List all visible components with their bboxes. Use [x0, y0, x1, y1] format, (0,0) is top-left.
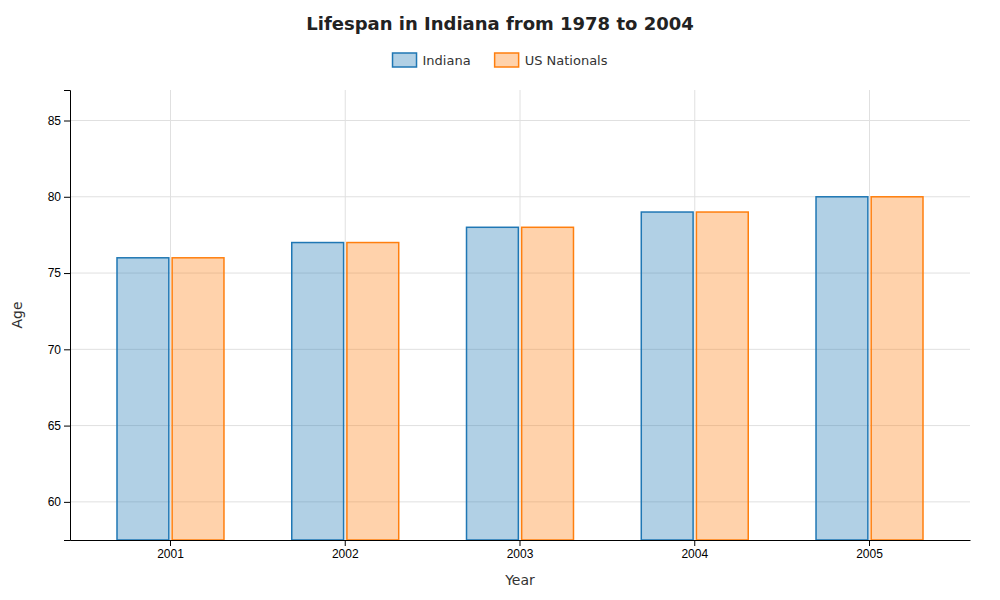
tick-mark: [520, 540, 521, 546]
tick-mark: [694, 540, 695, 546]
tick-label: 75: [48, 266, 62, 280]
bar: [117, 258, 169, 540]
tick-label: 80: [48, 190, 62, 204]
tick-label: 2002: [332, 547, 359, 561]
bar: [522, 227, 574, 540]
grid-line: [869, 90, 870, 540]
plot: 2001 2002 2003 2004 2005 60 65 70 75 80 85: [48, 90, 971, 561]
x-axis-title: Year: [504, 572, 535, 588]
tick-label: 70: [48, 343, 62, 357]
tick: 2002: [332, 540, 359, 561]
tick-mark: [64, 502, 70, 503]
legend-label: US Nationals: [525, 53, 608, 68]
legend-label: Indiana: [423, 53, 471, 68]
axis-line: [64, 91, 71, 541]
tick: 2003: [507, 540, 534, 561]
bars: [117, 197, 923, 540]
tick: 80: [48, 190, 70, 204]
bar: [871, 197, 923, 540]
tick: 2005: [856, 540, 883, 561]
chart: 2001 2002 2003 2004 2005 60 65 70 75 80 85 Year Age L…: [0, 0, 1000, 600]
bar: [172, 258, 224, 540]
grid-line: [170, 90, 171, 540]
tick-label: 60: [48, 495, 62, 509]
tick-label: 65: [48, 419, 62, 433]
series: [172, 197, 923, 540]
bar: [696, 212, 748, 540]
legend-item: Indiana: [393, 53, 471, 68]
tick-mark: [64, 197, 70, 198]
grid-line: [694, 90, 695, 540]
grid: [70, 90, 970, 540]
tick: 75: [48, 266, 70, 280]
tick-mark: [64, 121, 70, 122]
tick-mark: [64, 273, 70, 274]
tick: 2001: [157, 540, 184, 561]
x-axis: 2001 2002 2003 2004 2005: [71, 540, 971, 561]
tick: 85: [48, 114, 70, 128]
bar: [467, 227, 519, 540]
tick-label: 2003: [507, 547, 534, 561]
tick-label: 2001: [157, 547, 184, 561]
tick-mark: [64, 426, 70, 427]
legend: Indiana US Nationals: [393, 53, 608, 68]
y-axis-title: Age: [9, 301, 25, 328]
tick: 65: [48, 419, 70, 433]
tick-label: 2005: [856, 547, 883, 561]
bar: [347, 243, 399, 540]
tick-label: 2004: [681, 547, 708, 561]
bar: [816, 197, 868, 540]
legend-swatch: [393, 53, 417, 67]
y-axis: 60 65 70 75 80 85: [48, 91, 71, 541]
tick-mark: [345, 540, 346, 546]
grid-line: [520, 90, 521, 540]
tick-mark: [64, 349, 70, 350]
tick: 60: [48, 495, 70, 509]
series: [117, 197, 868, 540]
bar: [641, 212, 693, 540]
title: Lifespan in Indiana from 1978 to 2004: [306, 13, 694, 34]
tick: 2004: [681, 540, 708, 561]
tick: 70: [48, 343, 70, 357]
legend-swatch: [495, 53, 519, 67]
tick-mark: [170, 540, 171, 546]
tick-mark: [869, 540, 870, 546]
grid-line: [345, 90, 346, 540]
bar: [292, 243, 344, 540]
tick-label: 85: [48, 114, 62, 128]
legend-item: US Nationals: [495, 53, 608, 68]
